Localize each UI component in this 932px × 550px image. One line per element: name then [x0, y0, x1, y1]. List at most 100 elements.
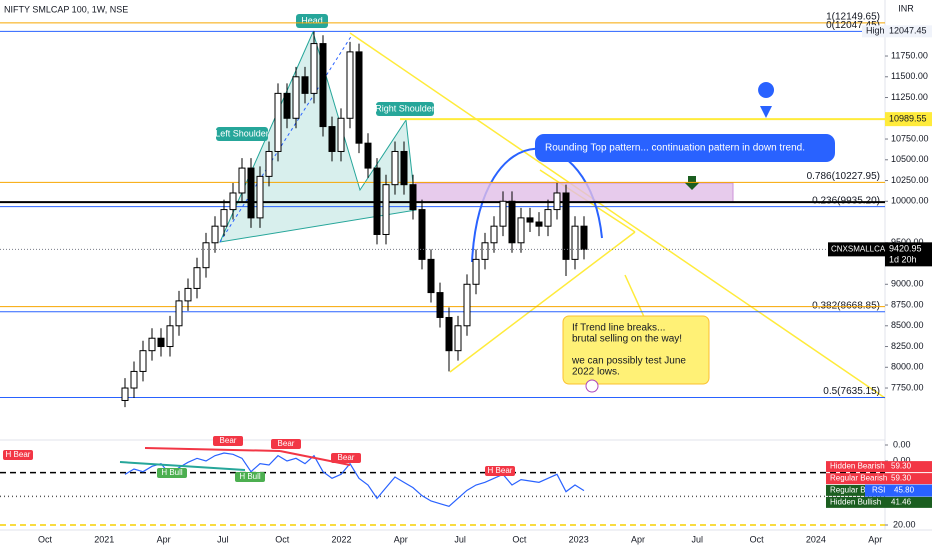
candle-body	[346, 51, 354, 119]
head-label: Head	[301, 15, 323, 25]
x-tick-label: Oct	[750, 534, 765, 544]
last-name: CNXSMALLCAP	[831, 244, 891, 253]
y-tick-label: 10250.00	[891, 175, 929, 185]
candle-body	[157, 337, 165, 348]
candle-body	[571, 225, 579, 260]
rsi-line	[124, 452, 585, 508]
divergence-tag-bg	[331, 453, 361, 463]
divergence-tag-bg	[485, 466, 515, 476]
candle-body	[238, 167, 246, 194]
supply-zone	[414, 182, 734, 203]
candle-body	[175, 300, 183, 327]
divergence-tag: H Bear	[6, 450, 31, 459]
x-tick-label: Apr	[631, 534, 645, 544]
divergence-tag: Bear	[220, 436, 237, 445]
neckline	[219, 34, 353, 243]
candle-body	[202, 242, 210, 269]
candle-body	[418, 209, 426, 260]
note-box	[562, 315, 710, 385]
x-tick-label: 2023	[569, 534, 589, 544]
candle-body	[472, 258, 480, 285]
candle-body	[328, 126, 336, 152]
right-shoulder-label: Right Shoulder	[375, 103, 435, 113]
y-tick-label: 7750.00	[891, 382, 924, 392]
high-tag-value: 12047.45	[889, 26, 927, 36]
divergence-tag: Bear	[338, 453, 355, 462]
note-text: brutal selling on the way!	[572, 334, 682, 345]
x-tick-label: Jul	[692, 534, 704, 544]
price-tag-bg	[885, 112, 932, 127]
candle-body	[544, 209, 552, 227]
candle-body	[526, 217, 534, 223]
rsi-tick-label: 0.00	[893, 455, 911, 465]
candle-body	[220, 209, 228, 227]
divergence-tag-bg	[3, 450, 33, 460]
candle-body	[454, 325, 462, 352]
candle-body	[301, 76, 309, 94]
candle-body	[130, 370, 138, 389]
x-tick-label: Apr	[868, 534, 882, 544]
y-tick-label: 8250.00	[891, 341, 924, 351]
y-tick-label: 9500.00	[891, 237, 924, 247]
band-value: 59.30	[891, 462, 912, 471]
left-shoulder-label: Left Shoulder	[215, 128, 269, 138]
candle-body	[355, 51, 363, 144]
candle-body	[553, 192, 561, 211]
candle-body	[121, 387, 129, 401]
y-tick-label: 10500.00	[891, 154, 929, 164]
countdown: 1d 20h	[889, 255, 917, 265]
candle-body	[580, 225, 588, 250]
high-tag-label: High	[866, 26, 885, 36]
note-text: If Trend line breaks...	[572, 323, 665, 334]
candle-body	[148, 337, 156, 352]
band-name: Regular Bearish	[830, 474, 887, 483]
chart-title: NIFTY SMLCAP 100, 1W, NSE	[4, 4, 128, 14]
candle-body	[319, 43, 327, 128]
band-tag-bg	[826, 461, 932, 473]
candle-body	[463, 283, 471, 327]
candle-body	[139, 350, 147, 372]
candle-body	[535, 221, 543, 227]
divergence-tag: H Bear	[488, 466, 513, 475]
last-value: 9420.95	[889, 244, 922, 254]
candle-body	[310, 43, 318, 94]
arrow-icon	[684, 176, 700, 190]
currency: INR	[898, 3, 914, 13]
note-text: we can possibly test June	[571, 356, 686, 367]
y-tick-label: 8000.00	[891, 362, 924, 372]
candle-body	[211, 225, 219, 244]
divergence-tag-bg	[157, 468, 187, 478]
candle-body	[229, 192, 237, 211]
level-label: 0.236(9935.20)	[812, 195, 880, 206]
divergence-tag: Bear	[278, 439, 295, 448]
candle-body	[364, 142, 372, 169]
candle-body	[283, 92, 291, 119]
candle-body	[427, 258, 435, 294]
pin-icon	[758, 82, 775, 118]
y-tick-label: 8500.00	[891, 320, 924, 330]
candle-body	[382, 184, 390, 235]
divergence-tag-bg	[235, 472, 265, 482]
candle-body	[256, 175, 264, 219]
x-tick-label: Oct	[275, 534, 290, 544]
divergence	[119, 461, 246, 471]
band-value: 59.30	[891, 474, 912, 483]
band-tag-bg	[826, 496, 932, 508]
candle-body	[292, 76, 300, 119]
candle-body	[445, 316, 453, 352]
divergence-tag: H Bull	[239, 472, 261, 481]
last-name-bg	[828, 242, 885, 257]
x-tick-label: Oct	[38, 534, 53, 544]
y-tick-label: 11250.00	[891, 92, 928, 102]
candle-body	[517, 217, 525, 244]
band-name: Hidden Bearish	[830, 462, 885, 471]
candle-body	[373, 167, 381, 235]
candle-body	[337, 117, 345, 152]
high-tag-bg	[862, 25, 932, 38]
trendline	[349, 32, 886, 399]
callout-box	[535, 134, 835, 162]
y-tick-label: 11750.00	[891, 50, 928, 60]
level-label: 1(12149.65)	[826, 11, 880, 22]
